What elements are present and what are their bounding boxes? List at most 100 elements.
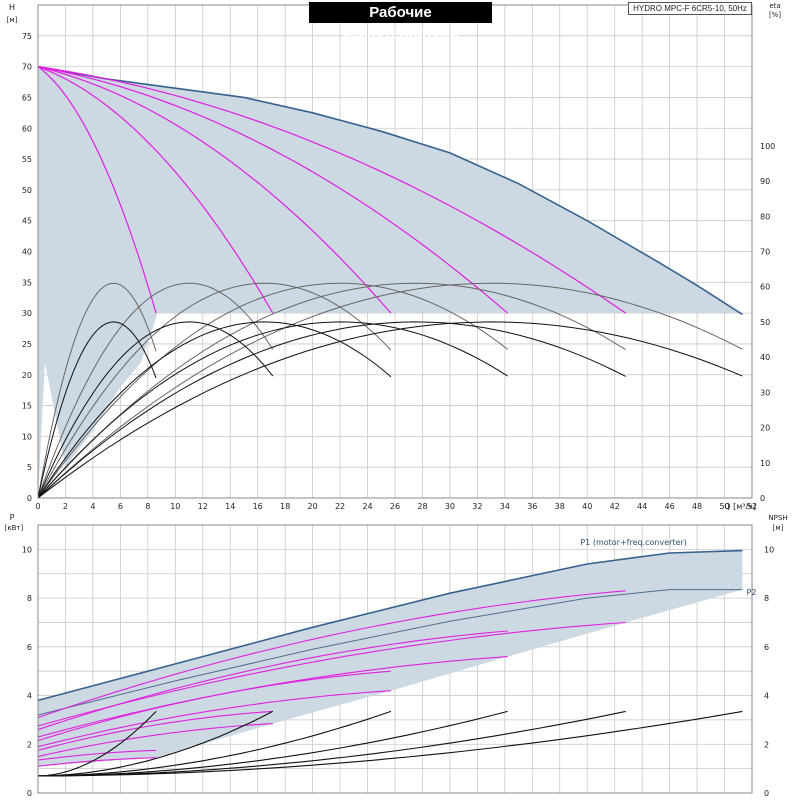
npsh-axis-unit: [м] (773, 524, 784, 532)
eta-curve-upper-2 (37, 282, 274, 499)
y-tick-label: 55 (22, 155, 32, 164)
top-curves-layer (37, 65, 743, 499)
y-tick-label: 35 (22, 278, 32, 287)
y2-tick-label: 10 (760, 459, 770, 468)
y2-tick-label: 40 (760, 353, 770, 362)
head-curve-2 (37, 66, 274, 314)
npsh-curve-5 (38, 710, 626, 777)
p1-curve (37, 549, 743, 702)
eta-curve-upper-6 (37, 282, 743, 499)
p-tick-label: 10 (22, 545, 32, 554)
power-curve-3 (37, 630, 508, 731)
x-tick-label: 8 (145, 502, 150, 511)
npsh-axis-label: NPSH (768, 514, 787, 522)
x-tick-label: 38 (555, 502, 565, 511)
x-tick-label: 16 (253, 502, 263, 511)
x-tick-label: 18 (280, 502, 290, 511)
power-curve-9 (37, 749, 157, 761)
npsh-tick-label: 8 (764, 594, 769, 603)
power-curve-8 (37, 723, 273, 758)
power-curve-1 (37, 590, 626, 719)
x-tick-label: 14 (225, 502, 235, 511)
npsh-curve-1 (38, 711, 157, 777)
bottom-curves-layer (37, 549, 743, 777)
y-tick-label: 15 (22, 402, 32, 411)
head-envelope-area (38, 66, 743, 498)
x-tick-label: 34 (500, 502, 510, 511)
y2-tick-label: 50 (760, 318, 770, 327)
eta-curve-upper-5 (37, 282, 626, 499)
y-axis-unit: [м] (7, 16, 18, 24)
chart-title: Рабочие характеристики (309, 2, 492, 42)
x-tick-label: 36 (527, 502, 537, 511)
x-tick-label: 22 (335, 502, 345, 511)
y2-tick-label: 60 (760, 283, 770, 292)
x-tick-label: 26 (390, 502, 400, 511)
y2-tick-label: 70 (760, 248, 770, 257)
y-tick-label: 70 (22, 63, 32, 72)
x-tick-label: 40 (582, 502, 592, 511)
p-tick-label: 8 (27, 594, 32, 603)
y-tick-label: 0 (27, 494, 32, 503)
x-tick-label: 2 (63, 502, 68, 511)
p-tick-label: 0 (27, 789, 32, 798)
labels-layer: 0 2 4 6 8 10 12 14 16 18 20 22 24 26 28 30 32 34 36 38 40 42 4… (5, 2, 788, 798)
y-tick-label: 75 (22, 32, 32, 41)
y2-axis-unit: [%] (769, 11, 781, 19)
x-tick-label: 32 (472, 502, 482, 511)
y2-tick-label: 0 (760, 494, 765, 503)
npsh-curve-3 (38, 710, 392, 777)
p-tick-label: 2 (27, 740, 32, 749)
eta-curve-lower-6 (37, 321, 743, 499)
x-tick-label: 12 (198, 502, 208, 511)
y2-tick-label: 20 (760, 424, 770, 433)
x-tick-label: 30 (445, 502, 455, 511)
p-axis-label: P (10, 513, 15, 522)
power-envelope-area (38, 550, 743, 767)
eta-curve-lower-2 (37, 321, 274, 499)
x-tick-label: 46 (665, 502, 675, 511)
x-tick-label: 20 (308, 502, 318, 511)
p-tick-label: 4 (27, 692, 32, 701)
x-tick-label: 42 (610, 502, 620, 511)
npsh-tick-label: 2 (764, 740, 769, 749)
y-tick-label: 30 (22, 309, 32, 318)
eta-curve-upper-3 (37, 282, 392, 499)
p1-series-label: P1 (motor+freq.converter) (580, 538, 687, 547)
npsh-curve-6 (38, 710, 743, 777)
p2-series-label: P2 (747, 588, 757, 597)
y-tick-label: 10 (22, 432, 32, 441)
power-curve-10 (37, 757, 157, 767)
model-label: HYDRO MPC-F 6CR5-10, 50Hz (628, 2, 752, 15)
p-tick-label: 6 (27, 643, 32, 652)
x-tick-label: 44 (637, 502, 647, 511)
y-tick-label: 20 (22, 371, 32, 380)
x-tick-label: 24 (362, 502, 372, 511)
power-curve-6 (37, 690, 391, 748)
y2-tick-label: 100 (760, 142, 775, 151)
x-tick-label: 6 (118, 502, 123, 511)
eta-curve-lower-3 (37, 321, 392, 499)
y2-tick-label: 80 (760, 212, 770, 221)
x-tick-label: 0 (35, 502, 40, 511)
y-tick-label: 60 (22, 124, 32, 133)
npsh-curve-4 (38, 710, 508, 777)
p-axis-unit: [кВт] (5, 524, 24, 532)
y-tick-label: 25 (22, 340, 32, 349)
top-envelope-layer (38, 66, 743, 498)
npsh-tick-label: 10 (764, 545, 774, 554)
power-curve-5 (37, 670, 391, 742)
power-curve-7 (37, 710, 273, 751)
y-tick-label: 40 (22, 248, 32, 257)
y2-tick-label: 30 (760, 388, 770, 397)
head-curve-3 (37, 66, 392, 314)
y2-tick-label: 90 (760, 177, 770, 186)
power-curve-2 (37, 621, 626, 727)
y-tick-label: 45 (22, 217, 32, 226)
max-speed-head-curve (37, 65, 743, 316)
eta-curve-upper-1 (37, 282, 157, 499)
head-curve-4 (37, 66, 508, 314)
p2-curve (37, 589, 743, 716)
eta-curve-upper-4 (37, 282, 508, 499)
